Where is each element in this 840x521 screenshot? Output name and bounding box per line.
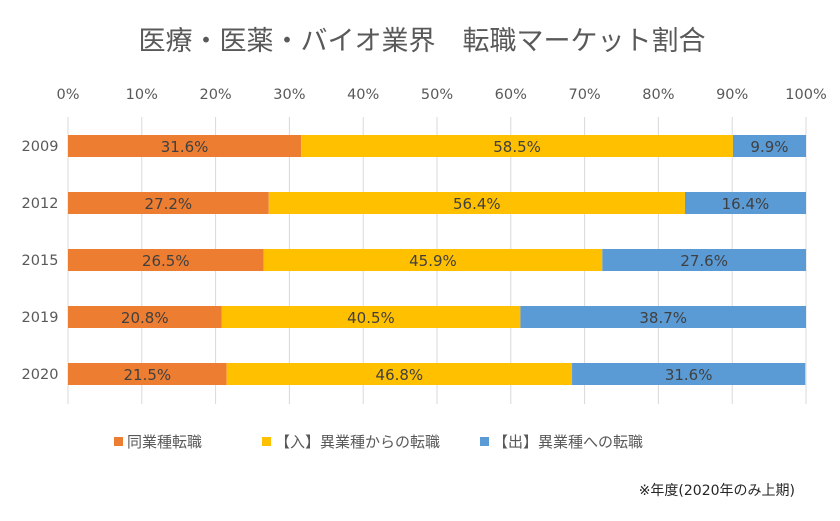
y-axis-categories: 2009 2012 2015 2019 2020 [22, 139, 59, 383]
category-label: 2012 [22, 196, 59, 212]
data-label: 31.6% [665, 366, 713, 384]
data-label: 56.4% [453, 195, 501, 213]
data-label: 21.5% [124, 366, 172, 384]
legend: 同業種転職 【入】異業種からの転職 【出】異業種への転職 [114, 433, 643, 451]
bar-segment [68, 192, 269, 214]
bar-segment [301, 135, 733, 157]
data-label: 45.9% [409, 252, 457, 270]
legend-swatch [262, 437, 271, 446]
data-label: 16.4% [722, 195, 770, 213]
data-label: 27.6% [680, 252, 728, 270]
x-axis-ticks: 0% 10% 20% 30% 40% 50% 60% 70% 80% 90% 100% [56, 87, 826, 103]
x-tick-label: 50% [421, 87, 453, 103]
bar-segment [520, 306, 806, 328]
data-label: 46.8% [376, 366, 424, 384]
bar-segment [268, 192, 685, 214]
legend-swatch [480, 437, 489, 446]
category-label: 2019 [22, 310, 59, 326]
data-label: 40.5% [347, 309, 395, 327]
x-tick-label: 30% [273, 87, 305, 103]
x-tick-label: 0% [56, 87, 79, 103]
data-label: 58.5% [493, 138, 541, 156]
bar-segment [68, 363, 227, 385]
bar-segment [68, 249, 264, 271]
category-label: 2020 [22, 367, 59, 383]
legend-swatch [114, 437, 123, 446]
chart-title: 医療・医薬・バイオ業界 転職マーケット割合 [139, 26, 706, 57]
bar-segment [68, 135, 302, 157]
data-label: 26.5% [142, 252, 190, 270]
category-label: 2009 [22, 139, 59, 155]
bar-segment [684, 192, 806, 214]
legend-label: 【入】異業種からの転職 [275, 433, 440, 451]
data-label: 9.9% [750, 138, 788, 156]
bar-segment [572, 363, 806, 385]
data-label: 27.2% [145, 195, 193, 213]
x-tick-label: 40% [347, 87, 379, 103]
data-label: 38.7% [639, 309, 687, 327]
category-label: 2015 [22, 253, 59, 269]
data-label: 31.6% [161, 138, 209, 156]
legend-label: 同業種転職 [127, 433, 202, 451]
x-tick-label: 20% [199, 87, 231, 103]
x-tick-label: 100% [785, 87, 826, 103]
bar-segment [602, 249, 806, 271]
legend-label: 【出】異業種への転職 [493, 433, 643, 451]
bar-segment [68, 306, 222, 328]
x-tick-label: 70% [568, 87, 600, 103]
x-tick-label: 10% [126, 87, 158, 103]
footnote: ※年度(2020年のみ上期) [639, 483, 795, 499]
data-label: 20.8% [121, 309, 169, 327]
bar-segment [732, 135, 806, 157]
bar-segment [226, 363, 573, 385]
x-tick-label: 80% [642, 87, 674, 103]
bar-segment [221, 306, 521, 328]
x-tick-label: 90% [716, 87, 748, 103]
bars: 31.6% 58.5% 9.9% 27.2% 56.4% 16.4% 26.5% 45.9% 2… [68, 135, 806, 385]
bar-segment [263, 249, 603, 271]
x-tick-label: 60% [495, 87, 527, 103]
